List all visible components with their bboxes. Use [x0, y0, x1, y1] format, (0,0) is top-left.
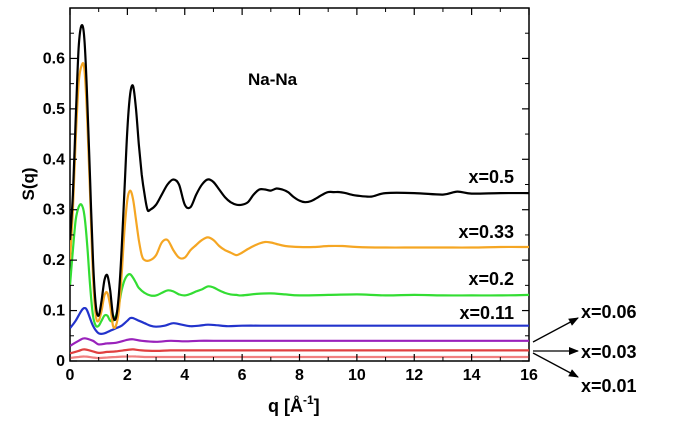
series-line-x-0-2: [70, 203, 529, 328]
x-tick-label: 12: [405, 367, 423, 384]
chart-title: Na-Na: [248, 70, 298, 89]
ticks-group: 0 2 4 6 8 10 12 14 16 0 0.1 0.2 0.3 0.4 0.5 0.6: [43, 8, 538, 384]
series-line-x-0-06: [70, 337, 529, 347]
y-tick-label: 0.6: [43, 50, 65, 67]
y-tick-label: 0.2: [43, 252, 65, 269]
x-tick-label: 10: [348, 367, 366, 384]
x-tick-label: 8: [295, 367, 304, 384]
x-tick-label: 16: [520, 367, 538, 384]
y-tick-label: 0.5: [43, 101, 65, 118]
series-label: x=0.06: [581, 302, 637, 322]
series-label-arrow: [532, 352, 579, 378]
series-line-x-0-33: [70, 61, 529, 330]
x-tick-label: 14: [463, 367, 481, 384]
x-axis-label-exponent: -1: [303, 393, 314, 407]
series-label: x=0.2: [468, 269, 514, 289]
series-label: x=0.01: [581, 376, 637, 396]
series-label: x=0.03: [581, 342, 637, 362]
y-tick-label: 0.1: [43, 303, 65, 320]
x-tick-label: 6: [238, 367, 247, 384]
x-tick-label: 0: [66, 367, 75, 384]
series-line-x-0-11: [70, 306, 529, 336]
series-label: x=0.33: [458, 222, 514, 242]
series-label: x=0.5: [468, 167, 514, 187]
y-tick-label: 0.3: [43, 202, 65, 219]
series-labels: x=0.5 x=0.33 x=0.2 x=0.11 x=0.06 x=0.03 x=0.01: [458, 167, 636, 396]
series-label-arrow: [532, 317, 579, 343]
y-axis-label: S(q): [19, 167, 38, 200]
x-axis-label-end: ]: [314, 396, 320, 416]
x-tick-label: 2: [123, 367, 132, 384]
x-tick-label: 4: [180, 367, 189, 384]
x-axis-label-main: q [Å: [268, 396, 303, 416]
y-tick-label: 0.4: [43, 151, 65, 168]
series-line-x-0-5: [70, 24, 529, 322]
series-line-x-0-03: [70, 348, 529, 355]
y-tick-label: 0: [56, 353, 65, 370]
x-axis-label: q [Å-1]: [268, 393, 320, 416]
series-label: x=0.11: [459, 303, 514, 323]
